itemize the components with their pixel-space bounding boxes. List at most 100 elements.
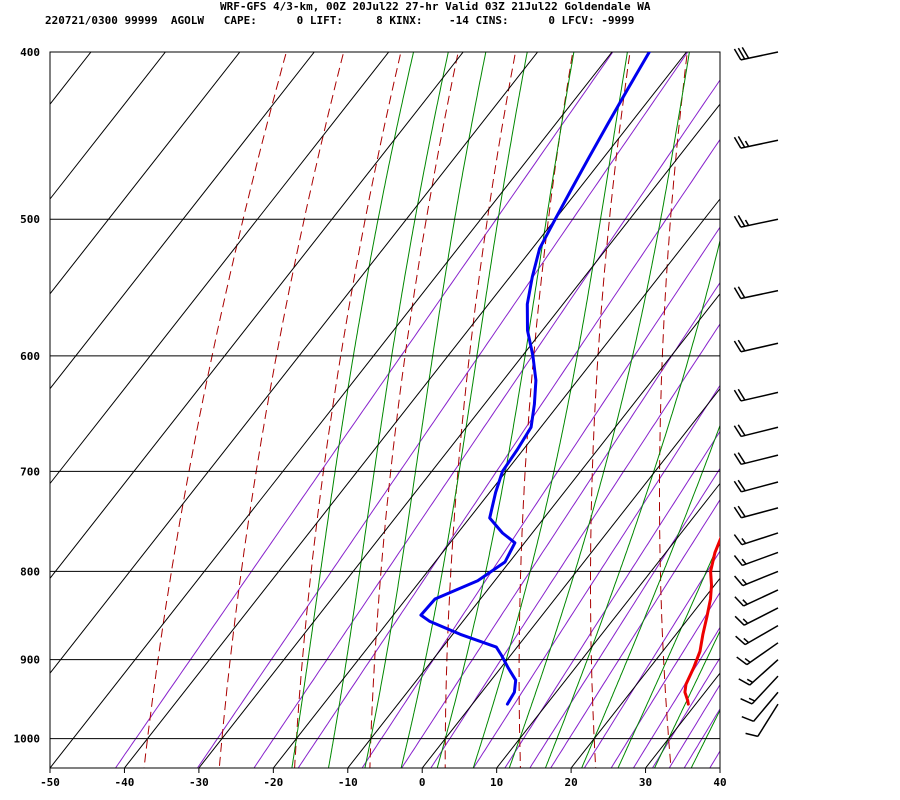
- barb-half-flag: [746, 678, 754, 684]
- moist-adiabat: [690, 709, 720, 768]
- barb-staff: [744, 624, 779, 646]
- moist-adiabat: [581, 424, 720, 768]
- reference-lines: [50, 14, 900, 783]
- wind-barb: [733, 551, 779, 567]
- barb-full-flag: [733, 136, 742, 149]
- temperature-tick-label: -10: [338, 776, 358, 789]
- isotherm: [50, 52, 613, 768]
- mixing-ratio-line: [610, 591, 720, 768]
- barb-full-flag: [733, 506, 742, 519]
- barb-staff: [752, 691, 779, 722]
- moist-adiabat: [721, 14, 900, 783]
- sounding-title: WRF-GFS 4/3-km, 00Z 20Jul22 27-hr Valid …: [220, 0, 651, 13]
- barb-full-flag: [737, 286, 746, 299]
- pressure-tick-label: 400: [20, 46, 40, 59]
- barb-full-flag: [736, 656, 748, 666]
- barb-full-flag: [741, 46, 750, 59]
- dry-adiabat: [444, 52, 517, 768]
- barb-staff: [757, 703, 779, 737]
- barb-full-flag: [741, 716, 754, 723]
- barb-staff: [740, 454, 779, 466]
- isotherm: [50, 52, 92, 105]
- moist-adiabat: [472, 52, 628, 768]
- barb-half-flag: [741, 537, 747, 544]
- barb-full-flag: [737, 136, 746, 148]
- isotherm: [50, 52, 539, 674]
- wind-barb: [733, 424, 779, 438]
- pressure-tick-label: 700: [20, 465, 40, 478]
- isotherm: [50, 52, 464, 580]
- barb-half-flag: [741, 558, 747, 565]
- temperature-tick-label: 30: [639, 776, 652, 789]
- barb-staff: [741, 507, 779, 519]
- barb-full-flag: [734, 615, 745, 626]
- barb-full-flag: [735, 635, 746, 646]
- isotherm: [421, 387, 720, 768]
- wind-barb: [733, 505, 779, 519]
- mixing-ratio-line: [401, 281, 720, 768]
- isotherm: [50, 52, 166, 200]
- moist-adiabat: [653, 630, 720, 768]
- wind-barb: [733, 339, 779, 353]
- mixing-ratio-line: [196, 52, 689, 768]
- mixing-ratio-line: [583, 550, 720, 768]
- barb-full-flag: [733, 453, 742, 465]
- mixing-ratio-line: [472, 384, 720, 768]
- temperature-tick-label: -20: [263, 776, 283, 789]
- barb-staff: [740, 289, 779, 300]
- barb-half-flag: [741, 578, 748, 585]
- barb-full-flag: [737, 388, 746, 401]
- wind-barb: [745, 703, 779, 738]
- isotherm: [645, 672, 720, 768]
- isotherm: [124, 52, 687, 768]
- barb-staff: [740, 218, 779, 228]
- mixing-ratio-line: [361, 226, 720, 768]
- moist-adiabat: [400, 52, 528, 768]
- barb-staff: [742, 551, 779, 567]
- moist-adiabat: [364, 52, 487, 768]
- barb-staff: [740, 342, 779, 353]
- pressure-tick-label: 500: [20, 213, 40, 226]
- barb-staff: [743, 607, 779, 626]
- barb-full-flag: [740, 697, 753, 705]
- barb-half-flag: [748, 697, 756, 702]
- wind-barb: [741, 691, 779, 723]
- barb-full-flag: [733, 425, 742, 437]
- wind-barb: [733, 452, 779, 466]
- dry-adiabat: [143, 52, 287, 768]
- wind-barb: [740, 675, 779, 705]
- wind-barb: [736, 642, 779, 666]
- dry-adiabat: [590, 52, 631, 768]
- wind-barb: [734, 589, 779, 607]
- temperature-tick-label: 10: [490, 776, 503, 789]
- wind-barb: [733, 286, 779, 300]
- mixing-ratio-line: [430, 323, 720, 768]
- barb-full-flag: [737, 47, 746, 60]
- dry-adiabat: [726, 14, 749, 783]
- profiles: [419, 52, 720, 706]
- barb-staff: [749, 659, 779, 686]
- grid: [49, 51, 721, 773]
- isotherm: [496, 482, 720, 768]
- dry-adiabat: [218, 52, 345, 768]
- barb-full-flag: [737, 479, 746, 492]
- isotherm: [570, 577, 720, 768]
- mixing-ratio-line: [114, 52, 614, 768]
- barb-half-flag: [742, 599, 748, 605]
- barb-staff: [741, 481, 779, 493]
- plot-frame: [49, 51, 721, 769]
- mixing-ratio-line: [651, 656, 720, 768]
- isotherm: [347, 293, 720, 768]
- isotherm: [50, 52, 315, 390]
- barb-half-flag: [743, 637, 750, 644]
- barb-half-flag: [744, 219, 750, 226]
- axis-labels: 400 500 600 700 800 900 1000 -50 -40 -30 -20 -10 0 10…: [14, 46, 727, 789]
- barb-staff: [742, 570, 779, 587]
- barb-full-flag: [733, 287, 742, 299]
- barb-full-flag: [733, 555, 743, 566]
- wind-barb: [733, 46, 779, 61]
- barb-full-flag: [737, 505, 746, 518]
- wind-barb: [738, 659, 779, 686]
- barb-full-flag: [733, 534, 743, 546]
- dry-adiabat: [369, 52, 459, 768]
